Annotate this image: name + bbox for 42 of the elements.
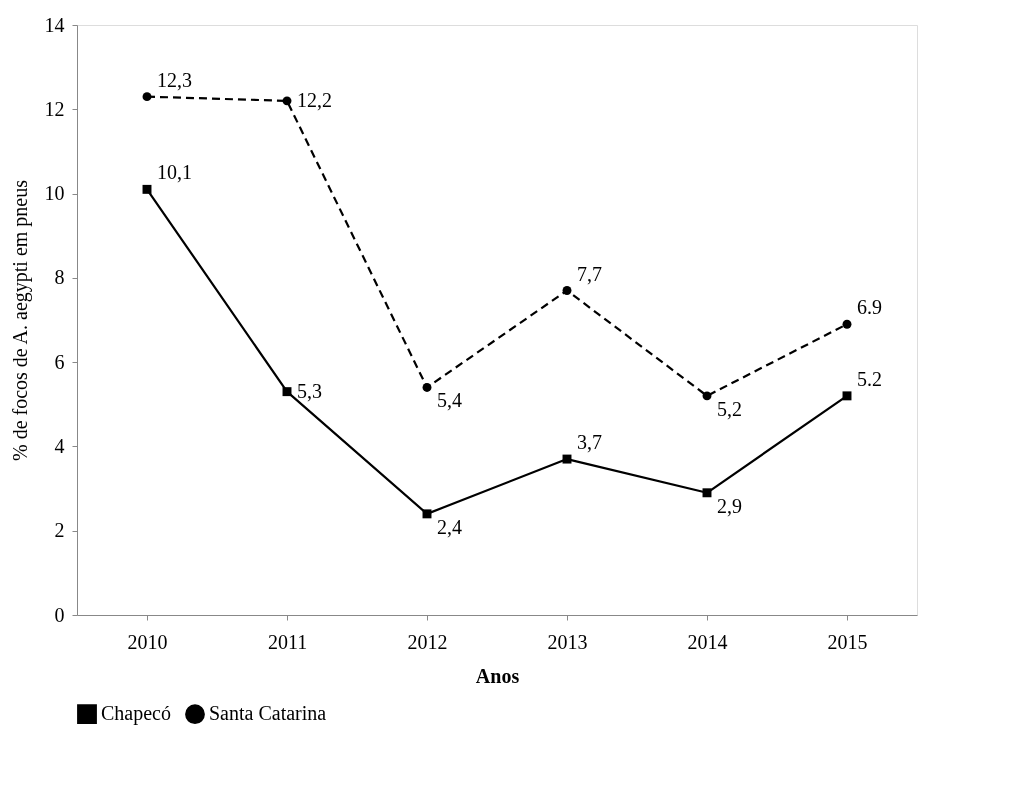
x-tick-label: 2015 bbox=[827, 630, 868, 653]
x-tick-label: 2013 bbox=[547, 630, 588, 653]
point bbox=[842, 319, 852, 329]
y-tick-label: 0 bbox=[54, 603, 65, 626]
point bbox=[422, 509, 432, 519]
y-tick-label: 12 bbox=[44, 97, 65, 120]
point bbox=[422, 382, 432, 392]
data-label: 7,7 bbox=[577, 262, 602, 285]
point bbox=[282, 96, 292, 106]
y-tick-label: 6 bbox=[54, 350, 65, 373]
data-label: 12,2 bbox=[297, 88, 332, 111]
point bbox=[142, 92, 152, 102]
data-label: 5,4 bbox=[437, 389, 462, 412]
y-tick-label: 2 bbox=[54, 519, 65, 542]
point bbox=[702, 488, 712, 498]
data-label: 12,3 bbox=[157, 68, 192, 91]
y-tick-label: 10 bbox=[44, 182, 65, 205]
point bbox=[562, 454, 572, 464]
point bbox=[702, 391, 712, 401]
x-tick-label: 2011 bbox=[267, 630, 308, 653]
y-tick-label: 8 bbox=[54, 266, 65, 289]
data-label: 5.2 bbox=[857, 367, 882, 390]
data-label: 3,7 bbox=[577, 431, 602, 454]
x-tick-label: 2014 bbox=[687, 630, 728, 653]
x-tick-label: 2010 bbox=[127, 630, 168, 653]
data-label: 2,4 bbox=[437, 515, 462, 538]
x-axis-title: Anos bbox=[475, 664, 520, 687]
data-label: 10,1 bbox=[157, 161, 192, 184]
point bbox=[142, 184, 152, 194]
x-tick-label: 2012 bbox=[407, 630, 448, 653]
data-label: 5,3 bbox=[297, 379, 322, 402]
legend-label: Chapecó bbox=[101, 702, 171, 726]
point bbox=[842, 391, 852, 401]
point bbox=[282, 387, 292, 397]
legend-label: Santa Catarina bbox=[209, 702, 327, 725]
y-axis-title: % de focos de A. aegypti em pneus bbox=[8, 179, 32, 462]
data-label: 5,2 bbox=[717, 397, 742, 420]
point bbox=[562, 286, 572, 295]
y-tick-label: 14 bbox=[44, 13, 65, 36]
data-label: 2,9 bbox=[717, 494, 742, 517]
y-tick-label: 4 bbox=[54, 434, 65, 457]
data-label: 6.9 bbox=[857, 296, 882, 319]
